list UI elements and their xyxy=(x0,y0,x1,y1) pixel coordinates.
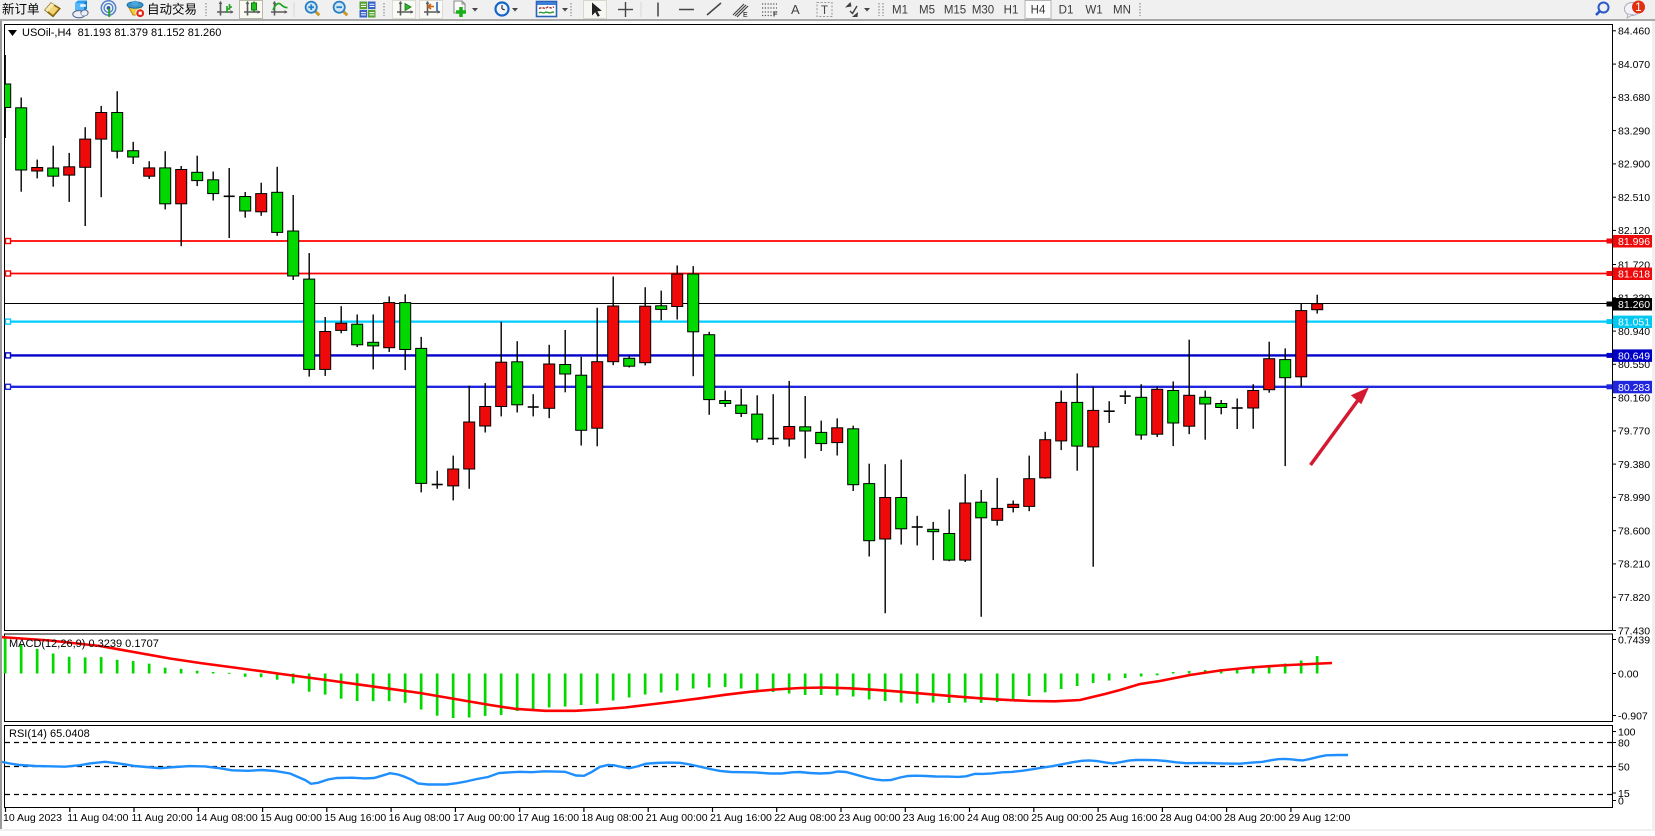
svg-text:11 Aug 20:00: 11 Aug 20:00 xyxy=(132,812,193,824)
svg-text:17 Aug 00:00: 17 Aug 00:00 xyxy=(453,812,515,824)
svg-text:78.600: 78.600 xyxy=(1618,526,1650,538)
svg-text:78.990: 78.990 xyxy=(1618,492,1650,504)
svg-text:79.380: 79.380 xyxy=(1618,459,1650,471)
svg-text:84.460: 84.460 xyxy=(1618,26,1650,38)
svg-text:H4: H4 xyxy=(1031,5,1046,17)
svg-text:-0.907: -0.907 xyxy=(1618,710,1648,722)
svg-text:0.7439: 0.7439 xyxy=(1618,634,1650,646)
svg-text:29 Aug 12:00: 29 Aug 12:00 xyxy=(1288,812,1350,824)
svg-text:81.618: 81.618 xyxy=(1618,269,1650,281)
svg-text:16 Aug 08:00: 16 Aug 08:00 xyxy=(389,812,451,824)
svg-text:78.210: 78.210 xyxy=(1618,559,1650,571)
svg-text:83.290: 83.290 xyxy=(1618,125,1650,137)
svg-text:0: 0 xyxy=(1618,795,1624,807)
svg-text:25 Aug 16:00: 25 Aug 16:00 xyxy=(1096,812,1158,824)
svg-text:E: E xyxy=(743,12,748,19)
svg-text:77.430: 77.430 xyxy=(1618,625,1650,637)
svg-text:MN: MN xyxy=(1113,5,1131,17)
svg-text:T: T xyxy=(821,5,828,17)
svg-text:USOil-,H4 81.193 81.379 81.15: USOil-,H4 81.193 81.379 81.152 81.260 xyxy=(22,27,221,39)
svg-text:11 Aug 04:00: 11 Aug 04:00 xyxy=(67,812,128,824)
svg-text:MACD(12,26,9) 0.3239 0.1707: MACD(12,26,9) 0.3239 0.1707 xyxy=(9,638,159,650)
svg-text:23 Aug 00:00: 23 Aug 00:00 xyxy=(839,812,901,824)
svg-text:0.00: 0.00 xyxy=(1618,668,1639,680)
svg-text:28 Aug 20:00: 28 Aug 20:00 xyxy=(1224,812,1286,824)
svg-text:24 Aug 08:00: 24 Aug 08:00 xyxy=(967,812,1029,824)
svg-text:23 Aug 16:00: 23 Aug 16:00 xyxy=(903,812,965,824)
svg-text:M30: M30 xyxy=(972,5,994,17)
svg-text:自动交易: 自动交易 xyxy=(147,2,197,17)
svg-text:50: 50 xyxy=(1618,761,1630,773)
svg-text:F: F xyxy=(773,10,778,19)
svg-text:M5: M5 xyxy=(919,5,935,17)
svg-text:M15: M15 xyxy=(944,5,966,17)
svg-text:18 Aug 08:00: 18 Aug 08:00 xyxy=(581,812,643,824)
svg-text:15: 15 xyxy=(1618,788,1630,800)
svg-text:80.940: 80.940 xyxy=(1618,326,1650,338)
svg-text:80.550: 80.550 xyxy=(1618,359,1650,371)
svg-text:M1: M1 xyxy=(892,5,908,17)
svg-text:W1: W1 xyxy=(1085,5,1102,17)
svg-text:H1: H1 xyxy=(1004,5,1019,17)
svg-text:80: 80 xyxy=(1618,737,1630,749)
svg-text:D1: D1 xyxy=(1059,5,1074,17)
svg-text:新订单: 新订单 xyxy=(2,2,40,17)
svg-text:RSI(14) 65.0408: RSI(14) 65.0408 xyxy=(9,728,90,740)
svg-text:81.260: 81.260 xyxy=(1618,299,1650,311)
svg-text:100: 100 xyxy=(1618,726,1636,738)
svg-text:77.820: 77.820 xyxy=(1618,592,1650,604)
svg-text:79.770: 79.770 xyxy=(1618,426,1650,438)
svg-text:81.051: 81.051 xyxy=(1618,317,1650,329)
svg-text:82.510: 82.510 xyxy=(1618,192,1650,204)
svg-text:28 Aug 04:00: 28 Aug 04:00 xyxy=(1160,812,1222,824)
svg-text:82.120: 82.120 xyxy=(1618,225,1650,237)
svg-text:10 Aug 2023: 10 Aug 2023 xyxy=(3,812,62,824)
svg-text:80.160: 80.160 xyxy=(1618,392,1650,404)
svg-text:80.283: 80.283 xyxy=(1618,382,1650,394)
svg-text:80.649: 80.649 xyxy=(1618,350,1650,362)
svg-text:14 Aug 08:00: 14 Aug 08:00 xyxy=(196,812,258,824)
svg-text:83.680: 83.680 xyxy=(1618,92,1650,104)
svg-text:25 Aug 00:00: 25 Aug 00:00 xyxy=(1031,812,1093,824)
svg-text:A: A xyxy=(791,2,800,17)
svg-text:21 Aug 16:00: 21 Aug 16:00 xyxy=(710,812,772,824)
svg-text:84.070: 84.070 xyxy=(1618,59,1650,71)
svg-text:1: 1 xyxy=(1635,2,1641,14)
svg-text:81.996: 81.996 xyxy=(1618,236,1650,248)
svg-text:82.900: 82.900 xyxy=(1618,159,1650,171)
svg-text:15 Aug 16:00: 15 Aug 16:00 xyxy=(324,812,386,824)
svg-text:21 Aug 00:00: 21 Aug 00:00 xyxy=(646,812,708,824)
svg-text:15 Aug 00:00: 15 Aug 00:00 xyxy=(260,812,322,824)
svg-text:22 Aug 08:00: 22 Aug 08:00 xyxy=(774,812,836,824)
svg-text:17 Aug 16:00: 17 Aug 16:00 xyxy=(517,812,579,824)
